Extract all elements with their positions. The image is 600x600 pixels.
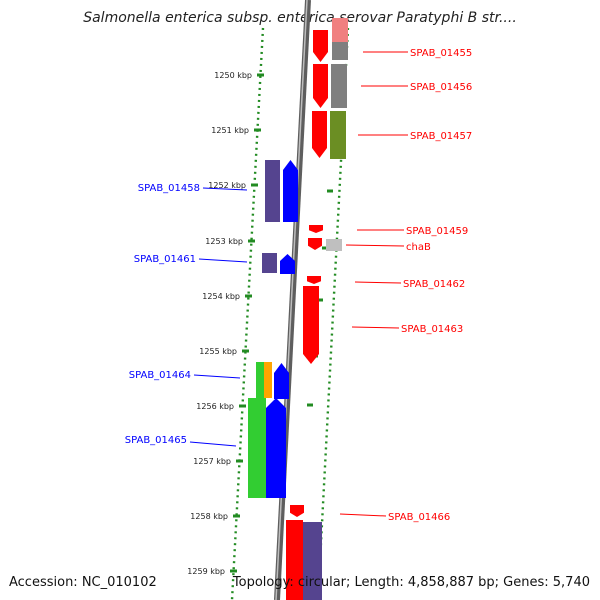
position-label: 1259 kbp bbox=[187, 567, 225, 576]
reverse-gene-arrow bbox=[283, 160, 298, 222]
position-label: 1258 kbp bbox=[190, 512, 228, 521]
position-label: 1254 kbp bbox=[202, 292, 240, 301]
forward-gene-arrow bbox=[313, 30, 328, 62]
forward-label-leader bbox=[354, 281, 402, 284]
labels: 1250 kbp 1251 kbp 1252 kbp 1253 kbp 1254 kbp… bbox=[125, 48, 473, 576]
forward-gene-label: SPAB_01456 bbox=[410, 82, 472, 93]
forward-gene-label: SPAB_01457 bbox=[410, 131, 472, 142]
reverse-gene-label: SPAB_01458 bbox=[138, 183, 200, 194]
position-label: 1252 kbp bbox=[208, 181, 246, 190]
reverse-gene-label: SPAB_01461 bbox=[134, 254, 196, 265]
reverse-gene-label: SPAB_01464 bbox=[129, 370, 191, 381]
reverse-label-leader bbox=[198, 258, 248, 263]
genome-summary-text: Topology: circular; Length: 4,858,887 bp… bbox=[232, 575, 590, 590]
reverse-gene-arrow bbox=[274, 363, 289, 399]
backbone-group bbox=[274, 0, 311, 600]
position-label: 1253 kbp bbox=[205, 237, 243, 246]
forward-gene-label: SPAB_01459 bbox=[406, 226, 468, 237]
forward-gene-arrow bbox=[309, 225, 323, 233]
cog-block bbox=[303, 522, 322, 600]
cog-block bbox=[262, 253, 277, 273]
left-dotted-guide bbox=[230, 27, 265, 600]
position-label: 1256 kbp bbox=[196, 402, 234, 411]
genome-title: Salmonella enterica subsp. enterica sero… bbox=[83, 10, 517, 26]
tick-marks bbox=[230, 26, 348, 573]
cog-block bbox=[326, 239, 342, 251]
forward-gene-label: chaB bbox=[406, 242, 431, 253]
forward-label-leader bbox=[339, 513, 387, 517]
cog-block bbox=[265, 160, 280, 222]
reverse-gene-arrow bbox=[266, 398, 286, 498]
forward-gene-block bbox=[286, 520, 303, 600]
reverse-label-leader bbox=[202, 187, 248, 191]
forward-gene-arrow bbox=[290, 505, 304, 517]
reverse-gene-label: SPAB_01465 bbox=[125, 435, 187, 446]
position-label: 1255 kbp bbox=[199, 347, 237, 356]
backbone-line bbox=[274, 0, 311, 600]
reverse-gene-arrow bbox=[280, 254, 295, 274]
accession-text: Accession: NC_010102 bbox=[9, 575, 157, 590]
backbone-highlight bbox=[275, 0, 308, 600]
cog-block bbox=[330, 111, 346, 159]
forward-label-leader bbox=[351, 326, 400, 329]
forward-label-leader bbox=[345, 244, 405, 247]
position-label: 1250 kbp bbox=[214, 71, 252, 80]
cog-block bbox=[332, 18, 348, 42]
forward-gene-label: SPAB_01463 bbox=[401, 324, 463, 335]
cog-block bbox=[331, 64, 347, 108]
forward-gene-arrow bbox=[313, 64, 328, 108]
forward-gene-arrow bbox=[303, 286, 319, 364]
cog-block bbox=[256, 362, 264, 398]
position-label: 1257 kbp bbox=[193, 457, 231, 466]
reverse-label-leader bbox=[189, 441, 237, 447]
forward-gene-label: SPAB_01466 bbox=[388, 512, 450, 523]
position-label: 1251 kbp bbox=[211, 126, 249, 135]
forward-gene-arrow bbox=[312, 111, 327, 158]
forward-gene-arrow bbox=[308, 238, 322, 250]
label-leader-lines bbox=[189, 51, 408, 517]
cog-block bbox=[264, 362, 272, 398]
forward-gene-label: SPAB_01455 bbox=[410, 48, 472, 59]
forward-gene-label: SPAB_01462 bbox=[403, 279, 465, 290]
forward-gene-arrow bbox=[307, 276, 321, 284]
reverse-label-leader bbox=[193, 374, 241, 379]
gene-features bbox=[248, 18, 348, 600]
cog-block bbox=[248, 398, 266, 498]
